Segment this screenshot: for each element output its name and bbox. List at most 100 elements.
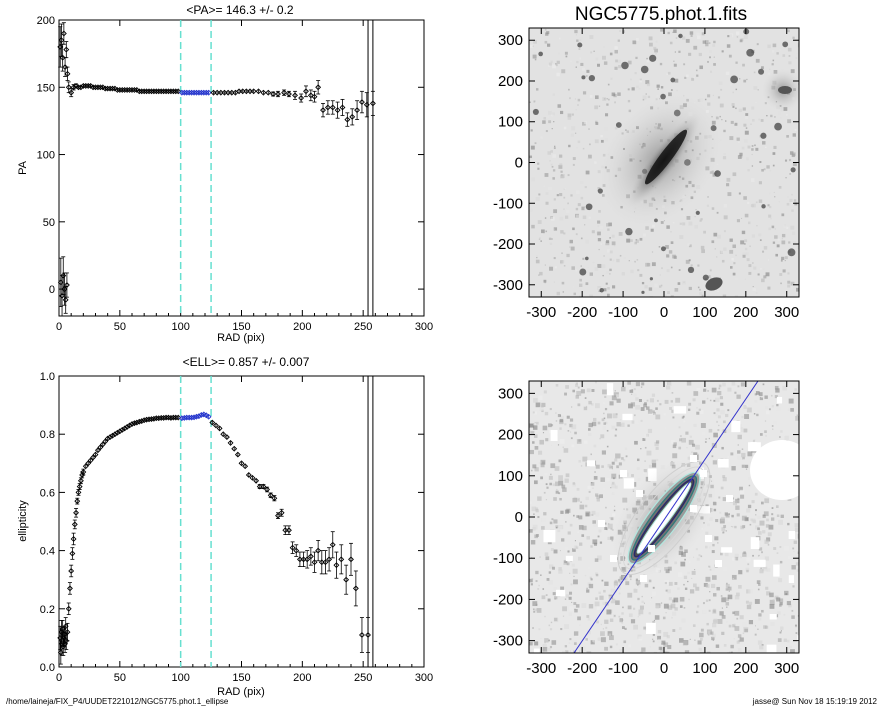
pa-plot-ylabel: PA — [17, 160, 29, 175]
ell-data-point — [311, 551, 318, 573]
ell-xtick-label: 100 — [171, 672, 189, 684]
mask-square — [690, 455, 697, 462]
ell-data-point — [359, 617, 365, 653]
ell-data-point — [289, 541, 296, 554]
pa-data-point — [359, 90, 365, 114]
pa-plot-guide-lines — [179, 20, 374, 316]
ell-plot-guide-lines — [179, 376, 374, 667]
ell-data-point — [92, 451, 99, 458]
pa-data-point — [63, 41, 70, 59]
fit-ytick-label: -300 — [493, 633, 523, 650]
pa-data-point — [255, 88, 262, 95]
ell-data-point — [249, 474, 256, 481]
ell-data-point — [71, 519, 78, 530]
masked-region — [750, 440, 799, 500]
ell-data-point — [253, 477, 260, 484]
ell-data-point — [315, 540, 322, 562]
ellipse-fit-panel: -300 -200 -100 0 100 200 300 -300 -200 -100 0 100 20… — [493, 380, 800, 677]
ell-data-point — [352, 570, 359, 607]
ell-data-point — [97, 444, 104, 451]
ell-xtick-label: 0 — [56, 672, 62, 684]
pa-ytick-label: 200 — [37, 15, 55, 27]
mask-square — [648, 545, 655, 552]
ell-plot-frame — [58, 375, 425, 668]
small-galaxy — [705, 277, 723, 291]
pa-data-point — [60, 22, 67, 45]
ell-data-point — [304, 550, 311, 569]
img-ytick-label: -300 — [493, 277, 523, 294]
ell-data-point — [94, 447, 101, 454]
ell-plot-xlabel: RAD (pix) — [217, 686, 265, 698]
ell-data-point — [238, 460, 245, 467]
mask-square — [640, 575, 647, 582]
img-xtick-label: 0 — [660, 304, 668, 321]
pa-xtick-label: 200 — [293, 321, 311, 333]
mask-square — [610, 555, 617, 562]
ell-data-point — [227, 439, 234, 446]
pa-data-point — [369, 90, 376, 116]
pa-data-point — [281, 89, 288, 96]
ell-data-point — [102, 438, 109, 445]
img-ytick-label: 0 — [515, 155, 523, 172]
pa-plot-points — [57, 22, 376, 317]
ell-data-point — [264, 486, 270, 493]
pa-plot-xlabel: RAD (pix) — [217, 332, 265, 344]
ell-ytick-label: 0.0 — [40, 662, 55, 674]
ell-plot-ticks: 0 50 100 150 200 250 300 0.0 0.2 0.4 0.6 0.8 1.0 — [40, 371, 433, 684]
ell-data-point — [278, 508, 285, 517]
img-ytick-label: 300 — [498, 32, 523, 49]
fit-xtick-label: -300 — [526, 660, 556, 677]
pa-plot-ticks: 0 50 100 150 200 250 300 0 50 100 150 200 — [37, 15, 434, 333]
ell-data-point — [205, 413, 212, 420]
pa-xtick-label: 50 — [114, 321, 126, 333]
ell-ytick-label: 0.8 — [40, 429, 55, 441]
ell-data-point — [245, 472, 252, 478]
pa-data-point — [349, 108, 356, 126]
companion-galaxy-core — [778, 86, 792, 94]
pa-xtick-label: 250 — [354, 321, 372, 333]
ell-data-point — [234, 451, 241, 458]
ell-data-point — [67, 582, 73, 595]
ell-data-point — [77, 477, 84, 485]
ell-data-point — [242, 463, 249, 470]
image-title: NGC5775.phot.1.fits — [575, 4, 747, 25]
img-xtick-label: 200 — [733, 304, 758, 321]
fit-ytick-label: 300 — [498, 385, 523, 402]
ell-data-point — [329, 531, 336, 559]
pa-data-point — [354, 100, 361, 120]
pa-ytick-label: 50 — [43, 217, 55, 229]
ell-data-point — [64, 622, 71, 642]
pa-data-point — [64, 66, 71, 81]
ell-data-point — [365, 617, 371, 653]
ell-data-point — [70, 532, 77, 546]
mask-square — [715, 560, 722, 567]
footer-file-path: /home/laineja/FIX_P4/UUDET221012/NGC5775… — [6, 697, 229, 706]
ell-data-point — [260, 483, 267, 490]
pa-data-point — [329, 100, 336, 115]
ell-ytick-label: 0.4 — [40, 546, 55, 558]
ell-data-point — [65, 602, 72, 616]
ell-data-point — [80, 468, 87, 476]
pa-data-point — [260, 89, 267, 96]
fit-xtick-label: -200 — [567, 660, 597, 677]
mask-square — [705, 535, 712, 542]
mask-square — [620, 470, 627, 477]
pa-data-point — [303, 85, 309, 98]
fit-xtick-label: -100 — [608, 660, 638, 677]
ell-data-point — [175, 414, 182, 421]
pa-data-point — [205, 89, 212, 96]
pa-data-point — [63, 272, 70, 298]
ell-data-point — [85, 460, 92, 467]
img-ytick-label: -100 — [493, 195, 523, 212]
ell-data-point — [82, 463, 89, 470]
ell-data-point — [333, 551, 340, 579]
footer-timestamp: jasse@ Sun Nov 18 15:19:19 2012 — [752, 697, 877, 706]
ell-data-point — [68, 564, 75, 578]
ell-data-point — [57, 625, 64, 650]
ell-plot-ylabel: ellipticity — [17, 500, 29, 542]
pa-data-point — [275, 90, 281, 98]
ell-data-point — [99, 441, 106, 448]
ell-ytick-label: 1.0 — [40, 371, 55, 383]
ell-data-point — [307, 547, 314, 566]
img-ytick-label: 100 — [498, 114, 523, 131]
